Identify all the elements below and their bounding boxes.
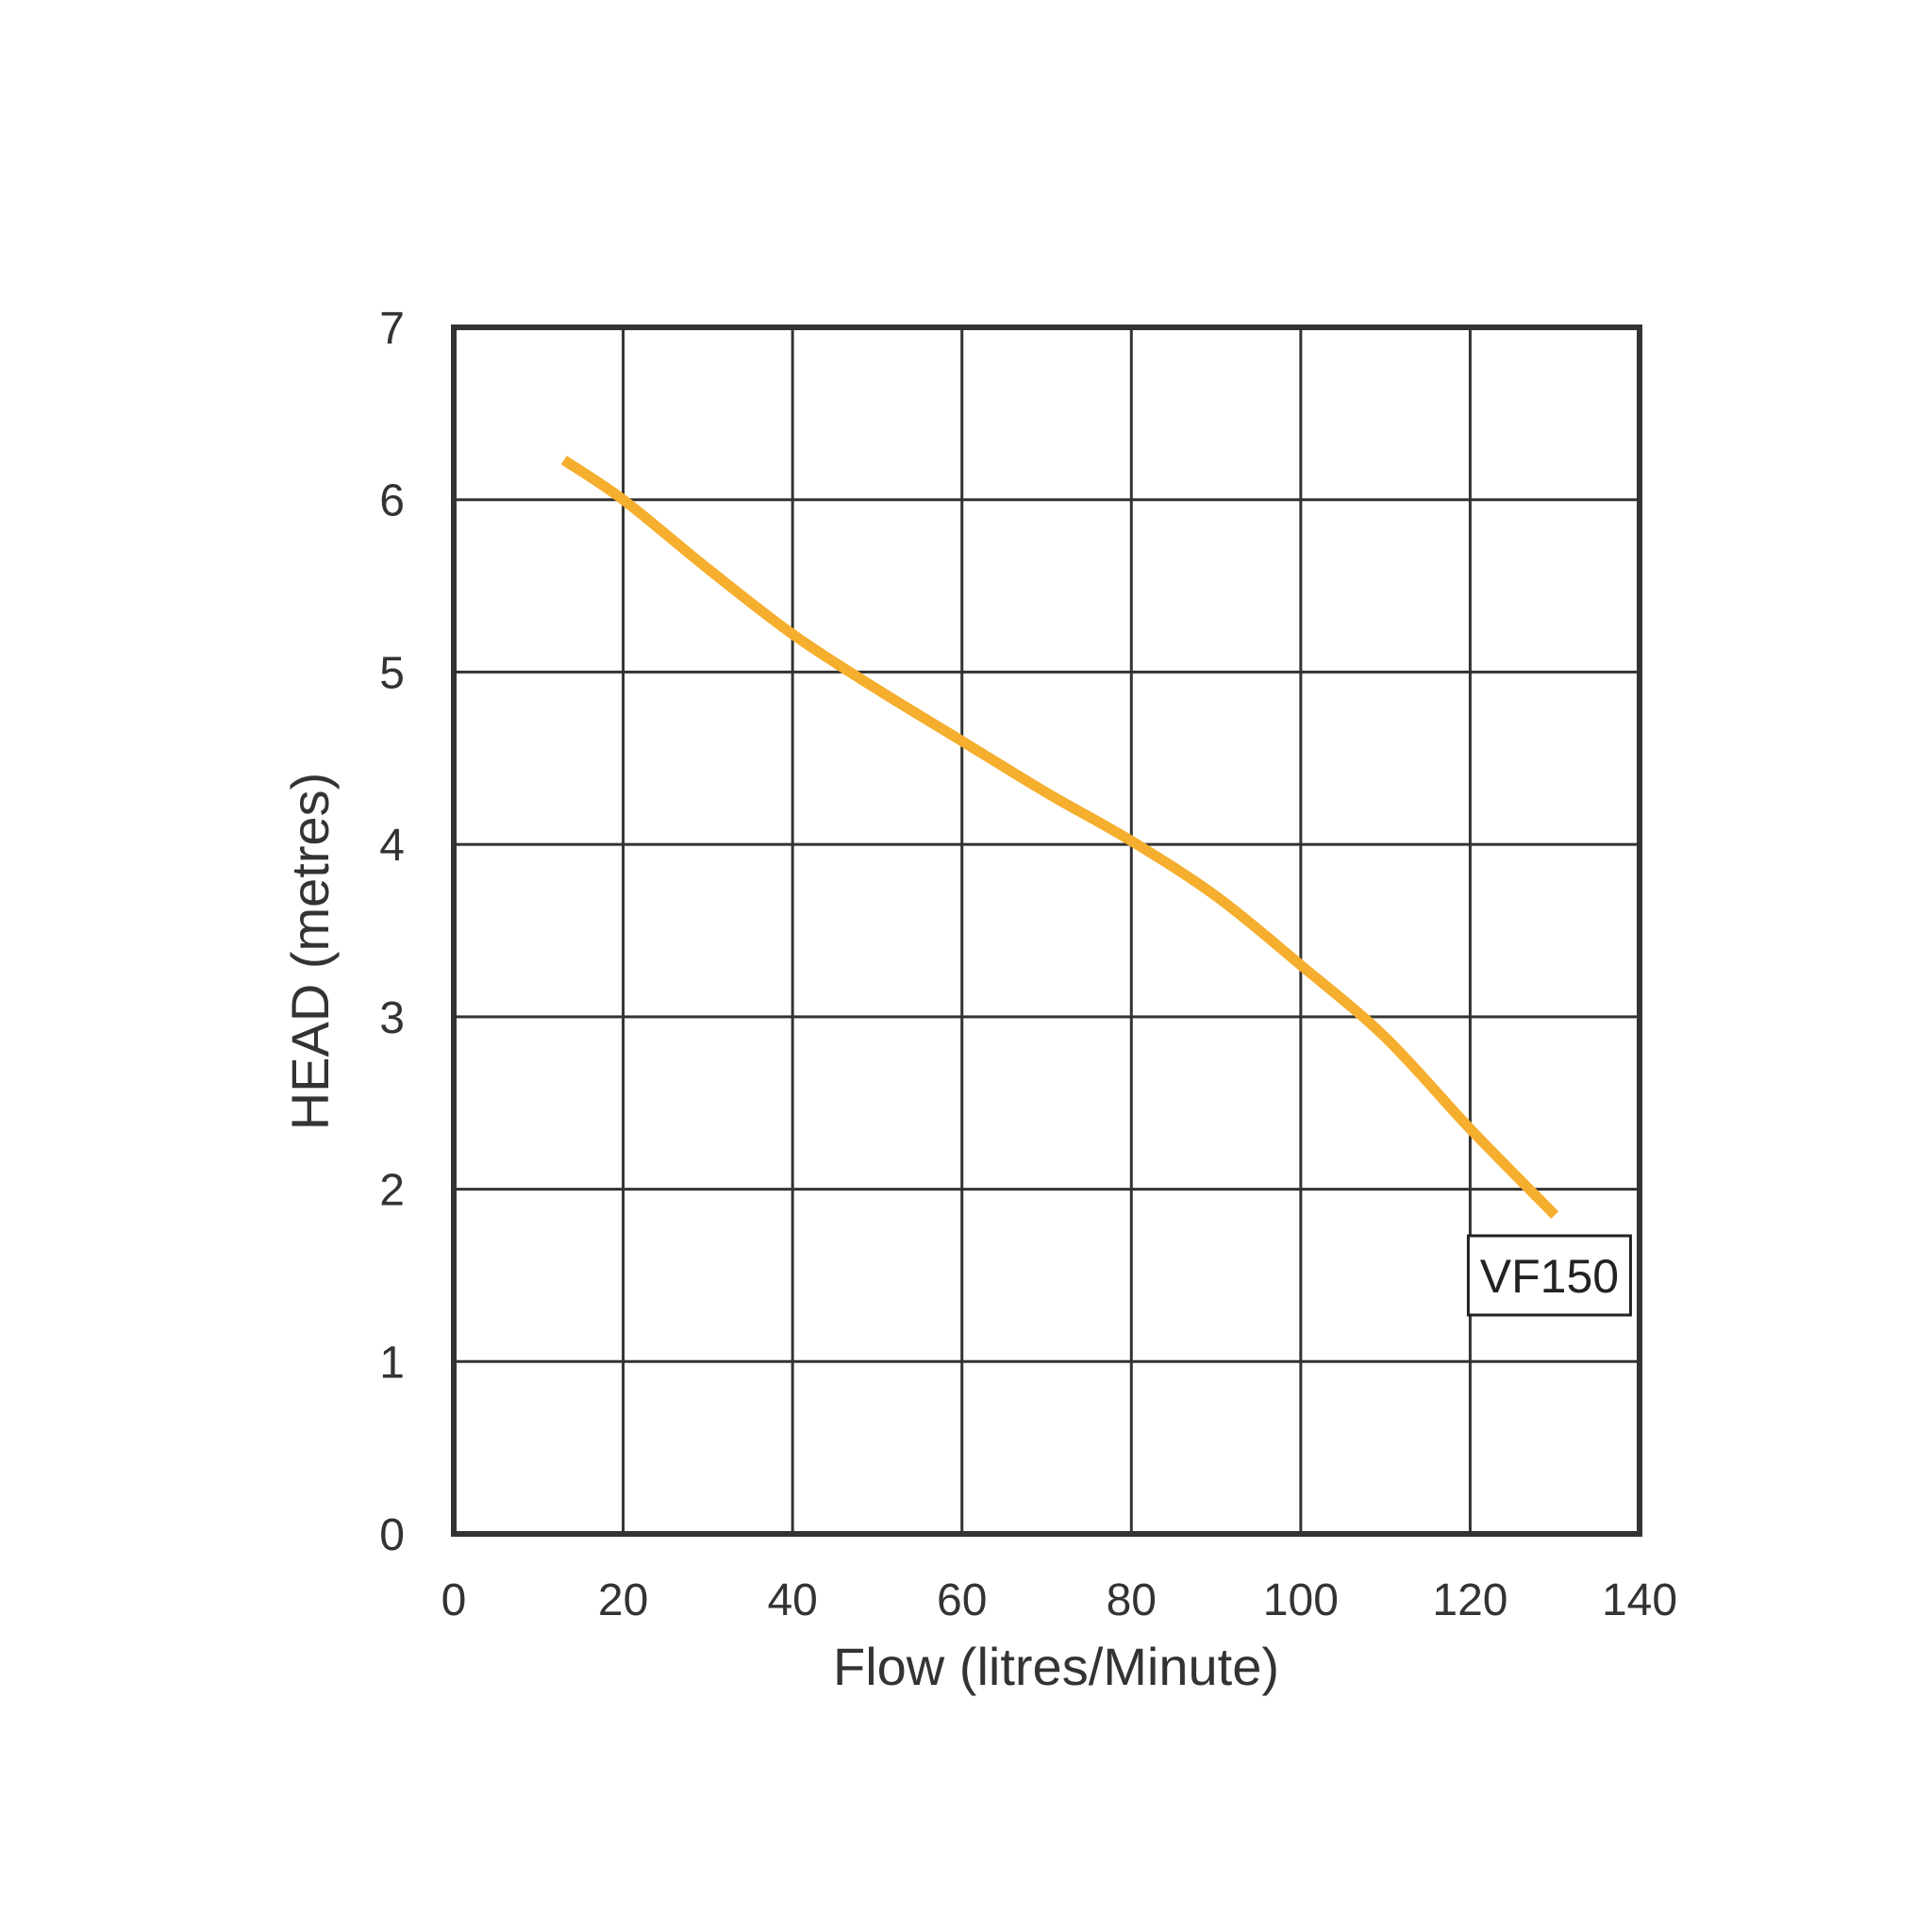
plot-frame [451, 325, 1642, 1537]
y-tick-label: 0 [379, 1510, 405, 1560]
y-tick-label: 5 [379, 648, 405, 698]
grid [451, 325, 1642, 1537]
x-tick-label: 80 [1107, 1575, 1157, 1625]
y-tick-label: 3 [379, 993, 405, 1043]
tick-labels: 0 20 40 60 80 100 120 140 0 1 2 3 4 5 6 7 [379, 304, 1677, 1625]
x-axis-title: Flow (litres/Minute) [833, 1637, 1279, 1696]
x-tick-label: 100 [1263, 1575, 1339, 1625]
y-tick-label: 1 [379, 1338, 405, 1388]
x-tick-label: 0 [441, 1575, 467, 1625]
series-layer [560, 456, 1559, 1219]
y-tick-label: 7 [379, 304, 405, 354]
series-label-layer: VF150 [1466, 1234, 1632, 1317]
y-axis-title: HEAD (metres) [280, 773, 340, 1131]
series-label-box [1466, 1234, 1632, 1317]
x-tick-label: 60 [937, 1575, 987, 1625]
x-tick-label: 20 [598, 1575, 648, 1625]
series-line-vf150 [560, 456, 1559, 1219]
x-tick-label: 120 [1432, 1575, 1507, 1625]
y-tick-label: 2 [379, 1166, 405, 1216]
y-tick-label: 4 [379, 821, 405, 871]
x-tick-label: 140 [1602, 1575, 1677, 1625]
y-tick-label: 6 [379, 476, 405, 526]
series-label-text: VF150 [1480, 1250, 1619, 1303]
x-tick-label: 40 [767, 1575, 817, 1625]
